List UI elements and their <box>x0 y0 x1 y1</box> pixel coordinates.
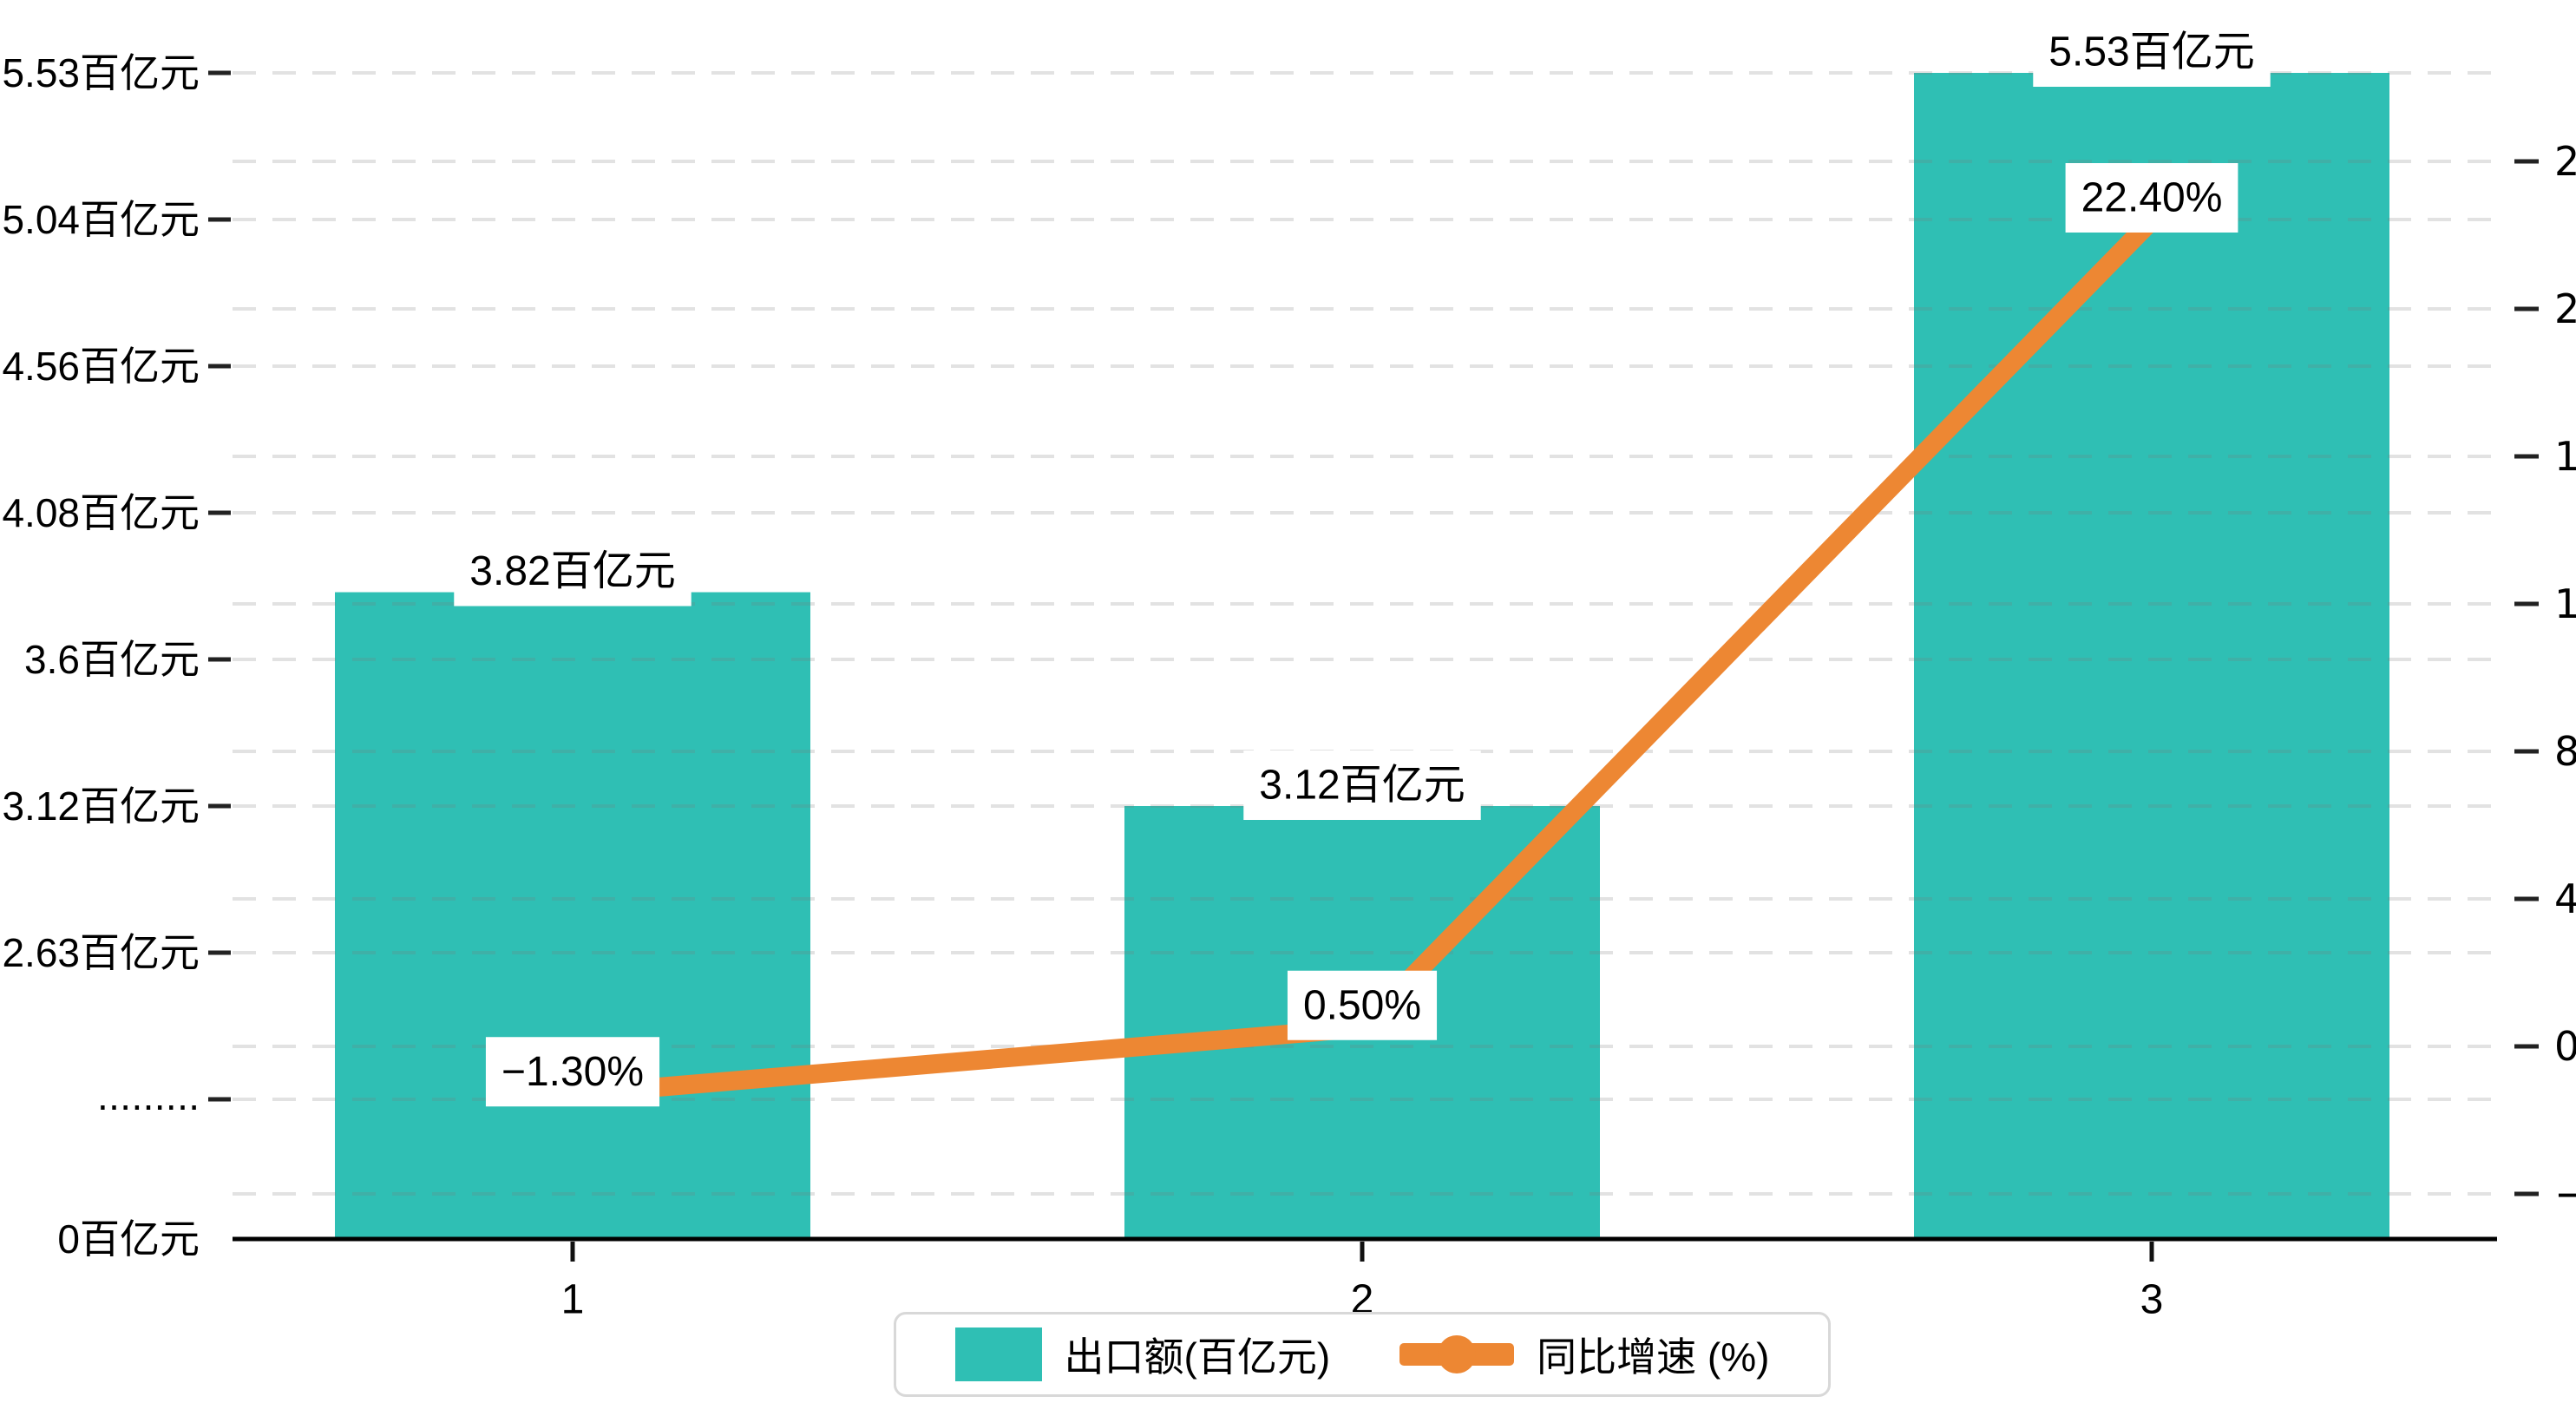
bar-value-label-2-bg <box>1243 751 1481 820</box>
growth-point-label-2-bg <box>1287 970 1438 1040</box>
line-series-marker-icon <box>1399 1335 1515 1373</box>
growth-point-label-1: −1.30% <box>501 1049 644 1095</box>
bar-value-label-1-bg <box>454 536 692 606</box>
legend-item-growth: 同比增速 (%) <box>1399 1326 1769 1383</box>
right-tick-label: 4 <box>2554 875 2576 922</box>
right-tick-label: 24 <box>2554 138 2576 185</box>
bar-value-label-1: 3.82百亿元 <box>469 548 675 594</box>
left-tick-label: 0百亿元 <box>57 1216 200 1262</box>
growth-point-label-2: 0.50% <box>1303 982 1421 1028</box>
legend-label-growth: 同比增速 (%) <box>1537 1334 1770 1380</box>
growth-point-label-3: 22.40% <box>2081 175 2223 221</box>
bar-1 <box>335 592 810 1239</box>
bar-value-label-3: 5.53百亿元 <box>2048 30 2254 75</box>
right-tick-label: 20 <box>2554 285 2576 332</box>
left-tick-label: 3.6百亿元 <box>24 637 200 682</box>
left-tick-label: 3.12百亿元 <box>2 783 200 829</box>
bar-series-swatch-icon <box>954 1328 1042 1381</box>
right-tick-label: 0 <box>2554 1023 2576 1070</box>
bar-3 <box>1914 73 2389 1239</box>
left-tick-label: 4.08百亿元 <box>2 490 200 535</box>
growth-point-label-1-bg <box>485 1037 660 1107</box>
right-tick-label: 8 <box>2554 728 2576 775</box>
left-tick-label: 5.04百亿元 <box>2 197 200 242</box>
left-tick-label: 2.63百亿元 <box>2 930 200 975</box>
bar-value-label-2: 3.12百亿元 <box>1259 763 1465 809</box>
left-axis-break-dots: ......... <box>97 1073 200 1118</box>
x-tick-label-3: 3 <box>2140 1277 2164 1323</box>
right-tick-label: −4 <box>2554 1170 2576 1217</box>
bar-value-label-3-bg <box>2033 17 2271 87</box>
left-tick-label: 5.53百亿元 <box>2 50 200 95</box>
growth-point-label-3-bg <box>2065 163 2238 233</box>
legend-item-export: 出口额(百亿元) <box>954 1326 1331 1383</box>
right-tick-label: 12 <box>2554 580 2576 627</box>
right-tick-label: 16 <box>2554 433 2576 480</box>
x-tick-label-1: 1 <box>561 1277 585 1323</box>
line-series-dot-icon <box>1438 1335 1477 1373</box>
legend: 出口额(百亿元) 同比增速 (%) <box>894 1312 1831 1397</box>
legend-label-export: 出口额(百亿元) <box>1064 1334 1331 1380</box>
left-tick-label: 4.56百亿元 <box>2 344 200 389</box>
